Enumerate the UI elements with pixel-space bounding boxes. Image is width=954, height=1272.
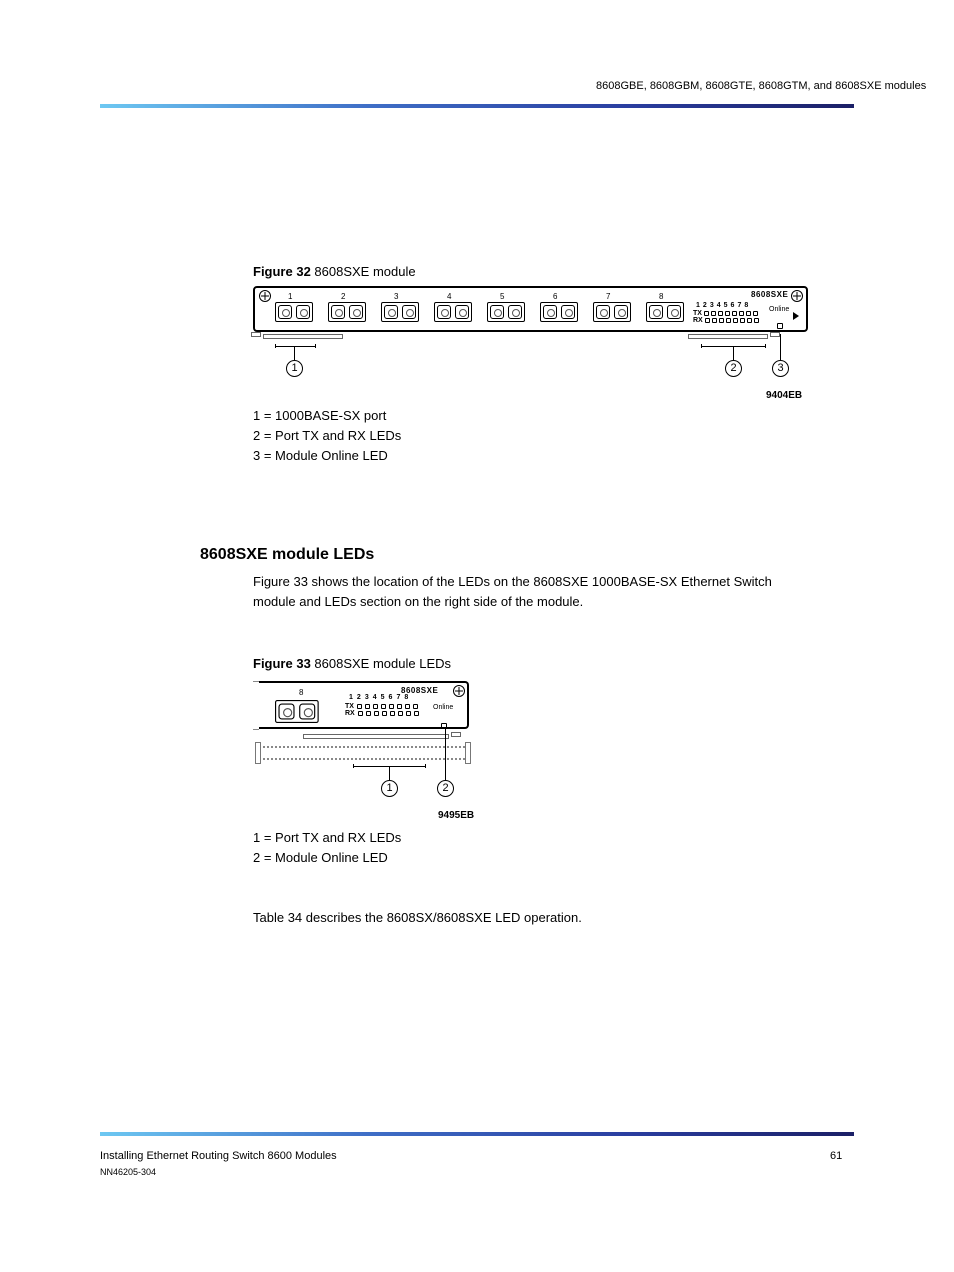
- led-col-num: 3: [365, 694, 369, 701]
- legend-line: 1 = Port TX and RX LEDs: [253, 828, 401, 848]
- led-col-num: 2: [357, 694, 361, 701]
- led-col-num: 7: [737, 302, 741, 309]
- screw-icon: [453, 685, 465, 697]
- online-led: [441, 716, 447, 734]
- port-pair: [540, 302, 578, 322]
- callout-1: 1: [381, 780, 398, 797]
- port-number: 7: [606, 292, 610, 301]
- section-heading: 8608SXE module LEDs: [200, 546, 374, 564]
- led-col-num: 2: [703, 302, 707, 309]
- ejector-handle: [263, 334, 343, 339]
- port-number: 3: [394, 292, 398, 301]
- figure1-diagram: 8608SXE 1 2 3 4 5 6 7 8 1 2 3 4 5 6 7 8 …: [253, 286, 808, 380]
- online-label: Online: [769, 306, 789, 313]
- led-row-label: TX: [345, 703, 354, 710]
- figure1-caption-text: 8608SXE module: [314, 264, 415, 279]
- figure2-caption-text: 8608SXE module LEDs: [314, 656, 451, 671]
- figure1-caption: Figure 32 8608SXE module: [253, 264, 416, 279]
- figure2-caption: Figure 33 8608SXE module LEDs: [253, 656, 451, 671]
- arrow-icon: [793, 312, 799, 320]
- port-pair: [275, 302, 313, 322]
- figure1-legend: 1 = 1000BASE-SX port 2 = Port TX and RX …: [253, 406, 401, 466]
- port-number: 8: [299, 688, 303, 697]
- callout-3: 3: [772, 360, 789, 377]
- port-pair: [328, 302, 366, 322]
- footer-title: Installing Ethernet Routing Switch 8600 …: [100, 1150, 337, 1162]
- port-number: 8: [659, 292, 663, 301]
- online-label: Online: [433, 704, 453, 711]
- mounting-rail: [259, 758, 469, 760]
- led-row-label: RX: [693, 317, 703, 324]
- legend-line: 1 = 1000BASE-SX port: [253, 406, 401, 426]
- led-col-num: 6: [731, 302, 735, 309]
- led-col-num: 8: [404, 694, 408, 701]
- ejector-arm: [451, 732, 461, 737]
- header-separator: [100, 104, 854, 108]
- port-number: 6: [553, 292, 557, 301]
- screw-icon: [259, 290, 271, 302]
- led-col-num: 5: [381, 694, 385, 701]
- screw-icon: [791, 290, 803, 302]
- legend-line: 3 = Module Online LED: [253, 446, 401, 466]
- led-col-num: 3: [710, 302, 714, 309]
- ejector-arm: [770, 332, 780, 337]
- led-col-num: 7: [396, 694, 400, 701]
- legend-line: 2 = Port TX and RX LEDs: [253, 426, 401, 446]
- led-col-num: 8: [744, 302, 748, 309]
- page-number: 61: [830, 1150, 842, 1162]
- figure2-caption-label: Figure 33: [253, 656, 311, 671]
- callout-1: 1: [286, 360, 303, 377]
- footer-separator: [100, 1132, 854, 1136]
- footer-docid: NN46205-304: [100, 1167, 156, 1177]
- led-block: 1 2 3 4 5 6 7 8 TX RX: [693, 302, 759, 324]
- port-number: 1: [288, 292, 292, 301]
- mounting-rail: [259, 746, 469, 748]
- led-col-num: 6: [389, 694, 393, 701]
- model-label: 8608SXE: [751, 290, 788, 299]
- figure2-code: 9495EB: [438, 810, 474, 821]
- ejector-handle: [303, 734, 449, 739]
- port-number: 4: [447, 292, 451, 301]
- port-pair: [275, 700, 319, 723]
- callout-2: 2: [437, 780, 454, 797]
- running-header: 8608GBE, 8608GBM, 8608GTE, 8608GTM, and …: [596, 80, 926, 92]
- led-col-num: 5: [724, 302, 728, 309]
- port-number: 2: [341, 292, 345, 301]
- port-pair: [593, 302, 631, 322]
- section-paragraph: Figure 33 shows the location of the LEDs…: [253, 572, 808, 611]
- led-col-num: 4: [373, 694, 377, 701]
- rail-notch: [255, 742, 261, 764]
- port-pair: [381, 302, 419, 322]
- led-col-num: 1: [696, 302, 700, 309]
- port-pair: [646, 302, 684, 322]
- figure1-caption-label: Figure 32: [253, 264, 311, 279]
- legend-line: 2 = Module Online LED: [253, 848, 401, 868]
- led-row-label: TX: [693, 310, 702, 317]
- figure2-legend: 1 = Port TX and RX LEDs 2 = Module Onlin…: [253, 828, 401, 868]
- figure1-code: 9404EB: [766, 390, 802, 401]
- callout-2: 2: [725, 360, 742, 377]
- ejector-handle: [688, 334, 768, 339]
- port-pair: [487, 302, 525, 322]
- rail-notch: [465, 742, 471, 764]
- port-number: 5: [500, 292, 504, 301]
- led-row-label: RX: [345, 710, 355, 717]
- figure2-diagram: 8608SXE 8 1 2 3 4 5 6 7 8 TX RX Online: [253, 678, 481, 798]
- ejector-arm: [251, 332, 261, 337]
- led-block: 1 2 3 4 5 6 7 8 TX RX: [345, 694, 419, 717]
- led-col-num: 4: [717, 302, 721, 309]
- table-intro: Table 34 describes the 8608SX/8608SXE LE…: [253, 910, 582, 925]
- led-col-num: 1: [349, 694, 353, 701]
- port-pair: [434, 302, 472, 322]
